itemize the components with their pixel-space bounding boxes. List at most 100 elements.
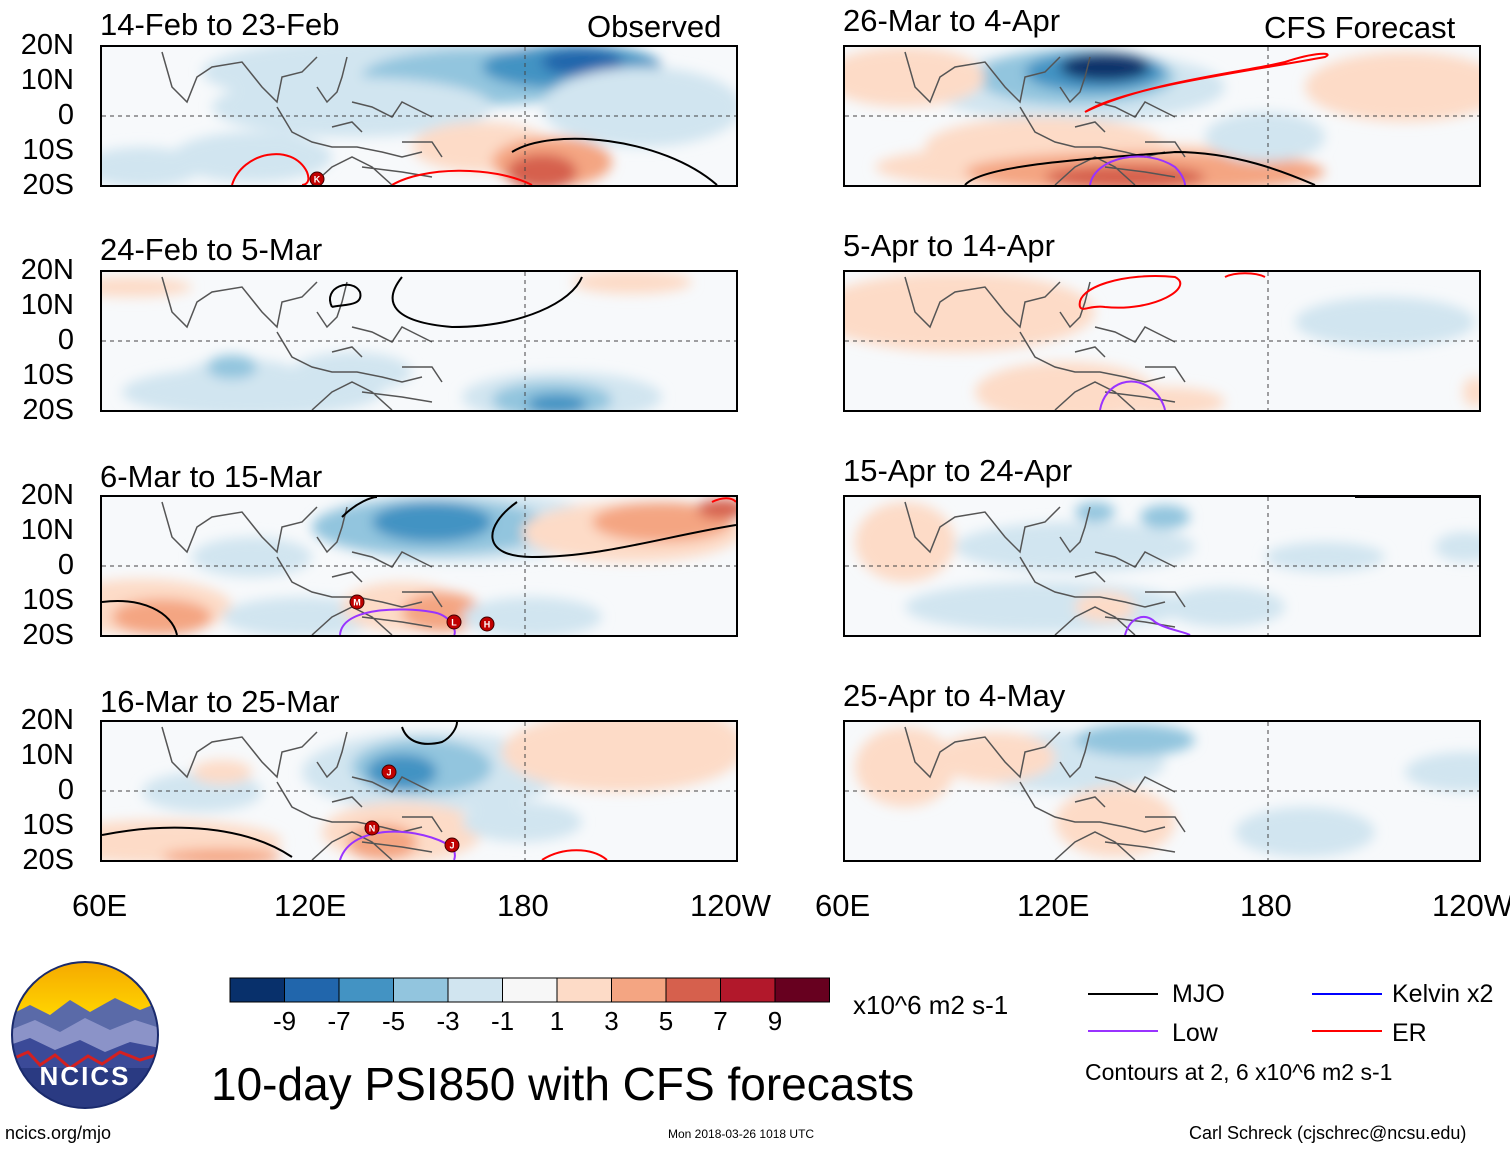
map-canvas	[845, 722, 1479, 860]
timestamp: Mon 2018-03-26 1018 UTC	[668, 1127, 815, 1141]
anomaly-shading	[172, 132, 332, 182]
legend-swatches-right	[1312, 993, 1382, 1032]
map-panel-observed-1: K	[100, 45, 738, 187]
anomaly-shading	[462, 802, 582, 842]
wave-contour	[491, 501, 736, 559]
storm-marker-label: J	[386, 768, 391, 778]
anomaly-shading	[1305, 52, 1479, 122]
anomaly-shading	[542, 67, 736, 147]
lat-label: 20N	[20, 29, 74, 61]
colorbar	[229, 977, 830, 1003]
wave-contour	[711, 497, 736, 503]
anomaly-shading	[1165, 587, 1285, 627]
anomaly-shading	[1235, 807, 1375, 857]
storm-marker: N	[364, 820, 380, 836]
wave-contour	[231, 153, 310, 185]
storm-marker: M	[349, 594, 365, 610]
colorbar-swatch	[774, 977, 830, 1003]
legend-mjo: MJO	[1172, 980, 1225, 1008]
lon-label: 120E	[1017, 888, 1090, 923]
wave-contour	[1099, 380, 1166, 410]
author-credit: Carl Schreck (cjschrec@ncsu.edu)	[1189, 1123, 1467, 1143]
panel-title: 15-Apr to 24-Apr	[843, 453, 1073, 488]
lat-label: 20N	[20, 704, 74, 736]
map-canvas: M L H	[102, 497, 736, 635]
colorbar-tick-label: -9	[272, 1006, 297, 1036]
website-link[interactable]: ncics.org/mjo	[5, 1123, 112, 1143]
colorbar-tick-label: -7	[327, 1006, 351, 1036]
colorbar-tick-label: -1	[490, 1006, 515, 1036]
anomaly-shading	[1105, 387, 1225, 410]
anomaly-shading	[1295, 297, 1475, 347]
anomaly-shading	[102, 277, 192, 297]
panel-title: 14-Feb to 23-Feb	[100, 7, 340, 42]
wave-contour	[1089, 155, 1186, 185]
anomaly-shading	[527, 394, 587, 410]
map-canvas: K	[102, 47, 736, 185]
anomaly-shading	[622, 722, 736, 772]
anomaly-shading	[222, 597, 382, 635]
wave-contour	[341, 497, 378, 518]
anomaly-shading	[367, 754, 437, 790]
lat-label: 0	[57, 549, 74, 581]
anomaly-shading	[1075, 724, 1195, 756]
coastline	[904, 51, 1186, 185]
anomaly-shading	[697, 499, 736, 519]
wave-contour	[964, 150, 1316, 185]
map-canvas	[102, 272, 736, 410]
lat-label: 20S	[22, 169, 74, 201]
anomaly-shading	[372, 502, 492, 542]
ncics-logo: NCICS	[11, 961, 159, 1109]
storm-marker-label: J	[449, 841, 454, 851]
anomaly-shading	[542, 48, 622, 76]
anomaly-shading	[1205, 112, 1325, 162]
anomaly-shading	[1435, 532, 1479, 562]
colorbar-swatch	[556, 977, 612, 1003]
map-panel-forecast-3	[843, 495, 1481, 637]
anomaly-shading	[935, 732, 1055, 782]
lon-label: 180	[497, 888, 549, 923]
colorbar-swatch	[611, 977, 667, 1003]
anomaly-shading	[855, 502, 955, 582]
lon-label: 120W	[1432, 888, 1510, 923]
anomaly-shading	[1075, 592, 1135, 622]
anomaly-shading	[1463, 377, 1479, 407]
contour-note: Contours at 2, 6 x10^6 m2 s-1	[1085, 1059, 1393, 1085]
colorbar-tick-label: 3	[604, 1006, 619, 1036]
anomaly-shading	[845, 282, 965, 322]
storm-marker-label: K	[314, 175, 321, 185]
colorbar-swatch	[338, 977, 394, 1003]
lat-label: 20S	[22, 619, 74, 651]
anomaly-shading	[1265, 542, 1385, 572]
wave-contour	[1224, 272, 1266, 278]
wave-contour	[1124, 615, 1191, 635]
wave-contour	[339, 830, 456, 860]
storm-marker-label: L	[451, 618, 457, 628]
lat-label: 0	[57, 774, 74, 806]
colorbar-swatch	[284, 977, 340, 1003]
coastline	[904, 501, 1186, 635]
colorbar-swatch	[720, 977, 776, 1003]
lat-label: 10N	[20, 289, 74, 321]
colorbar-swatch	[447, 977, 503, 1003]
observed-label: Observed	[587, 9, 722, 44]
anomaly-shading	[462, 597, 602, 635]
colorbar-tick-label: -3	[436, 1006, 460, 1036]
storm-marker-label: H	[484, 620, 491, 630]
storm-marker-label: M	[353, 598, 361, 608]
legend-swatches-left	[1088, 993, 1158, 1032]
coastline	[904, 276, 1186, 410]
coastline	[161, 276, 443, 410]
storm-marker: H	[479, 616, 495, 632]
anomaly-shading	[1060, 53, 1150, 81]
wave-contour	[1078, 275, 1182, 310]
lon-label: 120W	[690, 888, 771, 923]
map-panel-forecast-2	[843, 270, 1481, 412]
colorbar-tick-label: 9	[767, 1006, 783, 1036]
main-title: 10-day PSI850 with CFS forecasts	[211, 1058, 915, 1110]
map-canvas: J N J	[102, 722, 736, 860]
coastline	[161, 726, 443, 860]
lat-label: 10S	[22, 809, 74, 841]
colorbar-swatch	[665, 977, 721, 1003]
lat-label: 0	[57, 324, 74, 356]
